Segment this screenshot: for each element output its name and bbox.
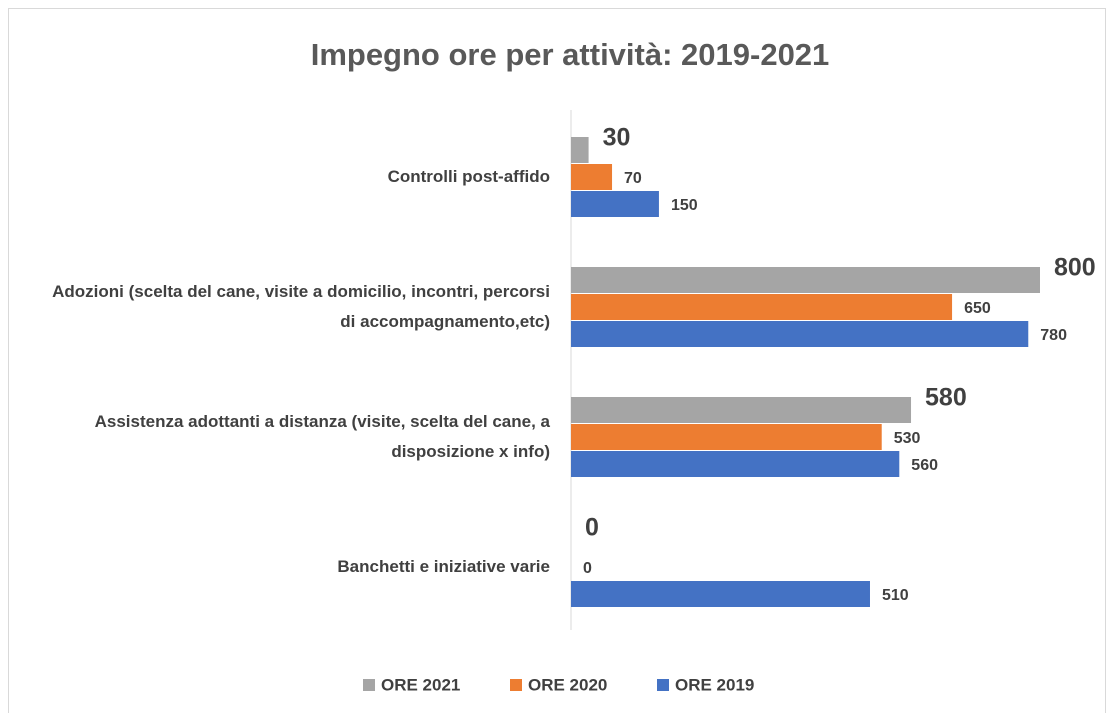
legend-swatch	[363, 679, 375, 691]
category-label: Banchetti e iniziative varie	[337, 557, 550, 576]
legend-label: ORE 2020	[528, 675, 607, 694]
legend-swatch	[657, 679, 669, 691]
data-label: 800	[1054, 254, 1096, 282]
data-label: 560	[911, 457, 938, 474]
bar	[571, 294, 953, 320]
bar	[571, 424, 882, 450]
data-label: 510	[882, 587, 909, 604]
bar	[571, 267, 1040, 293]
data-label: 70	[624, 170, 642, 187]
data-label: 650	[964, 300, 991, 317]
data-label: 780	[1040, 327, 1067, 344]
legend-label: ORE 2021	[381, 675, 460, 694]
bar	[571, 191, 659, 217]
bar	[571, 164, 613, 190]
category-label: Assistenza adottanti a distanza (visite,…	[94, 412, 550, 461]
legend-swatch	[510, 679, 522, 691]
data-label: 530	[894, 430, 921, 447]
data-label: 0	[585, 514, 599, 542]
legend-label: ORE 2019	[675, 675, 754, 694]
chart-title: Impegno ore per attività: 2019-2021	[311, 37, 830, 72]
data-label: 580	[925, 384, 967, 412]
chart-frame	[8, 8, 1106, 713]
data-label: 30	[603, 124, 631, 152]
bar	[571, 581, 870, 607]
bar	[571, 137, 589, 163]
data-label: 150	[671, 197, 698, 214]
category-label: Controlli post-affido	[387, 167, 550, 186]
category-label: Adozioni (scelta del cane, visite a domi…	[52, 282, 550, 331]
bar	[571, 397, 912, 423]
data-label: 0	[583, 560, 592, 577]
bar	[571, 451, 900, 477]
bar	[571, 321, 1029, 347]
